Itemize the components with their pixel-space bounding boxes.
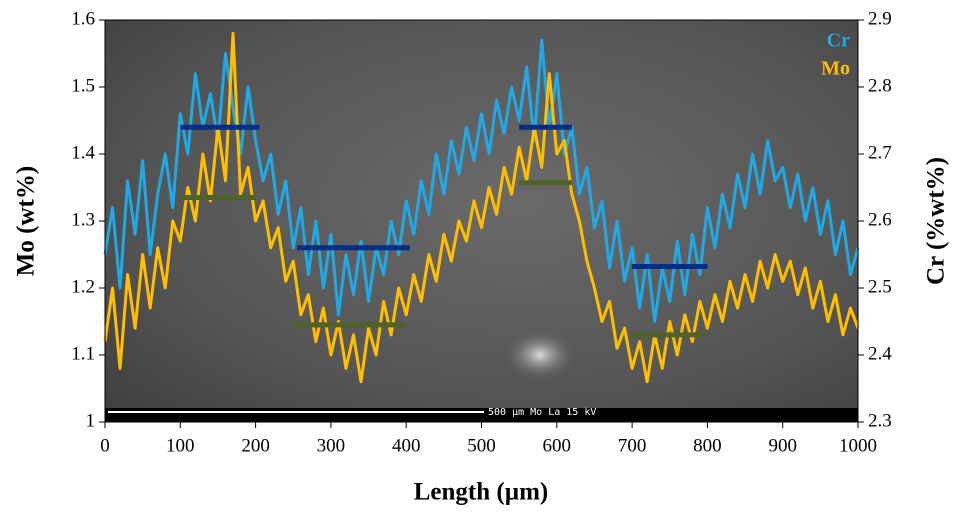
y2-tick-label: 2.3 <box>868 410 892 431</box>
x-tick-label: 300 <box>317 435 346 456</box>
y-tick-label: 1.3 <box>71 209 95 230</box>
y2-tick-label: 2.6 <box>868 209 892 230</box>
x-tick-label: 0 <box>100 435 110 456</box>
y2-tick-label: 2.5 <box>868 276 892 297</box>
x-tick-label: 1000 <box>839 435 877 456</box>
legend-label: Cr <box>827 30 850 52</box>
sem-spot <box>505 330 575 380</box>
image-caption: 500 µm Mo La 15 kV <box>488 407 596 418</box>
x-tick-label: 800 <box>693 435 722 456</box>
x-tick-label: 100 <box>166 435 195 456</box>
x-tick-label: 200 <box>241 435 270 456</box>
x-tick-label: 700 <box>618 435 647 456</box>
scale-strip <box>105 408 858 422</box>
y-axis-title: Mo (wt%) <box>13 166 40 276</box>
x-tick-label: 900 <box>768 435 797 456</box>
y2-tick-label: 2.9 <box>868 8 892 29</box>
y-tick-label: 1.5 <box>71 75 95 96</box>
legend-label: Mo <box>821 58 850 80</box>
x-tick-label: 400 <box>392 435 421 456</box>
y-tick-label: 1 <box>86 410 96 431</box>
y-tick-label: 1.4 <box>71 142 95 163</box>
data-line <box>103 31 860 384</box>
y2-tick-label: 2.4 <box>868 343 892 364</box>
y2-axis-title: Cr (%wt%) <box>923 157 950 285</box>
plot <box>103 31 860 384</box>
x-axis-title: Length (µm) <box>414 479 549 506</box>
y2-tick-label: 2.7 <box>868 142 892 163</box>
x-tick-label: 500 <box>467 435 496 456</box>
y2-tick-label: 2.8 <box>868 75 892 96</box>
x-tick-label: 600 <box>543 435 572 456</box>
y-tick-label: 1.2 <box>71 276 95 297</box>
y-tick-label: 1.1 <box>71 343 95 364</box>
y-tick-label: 1.6 <box>71 8 95 29</box>
